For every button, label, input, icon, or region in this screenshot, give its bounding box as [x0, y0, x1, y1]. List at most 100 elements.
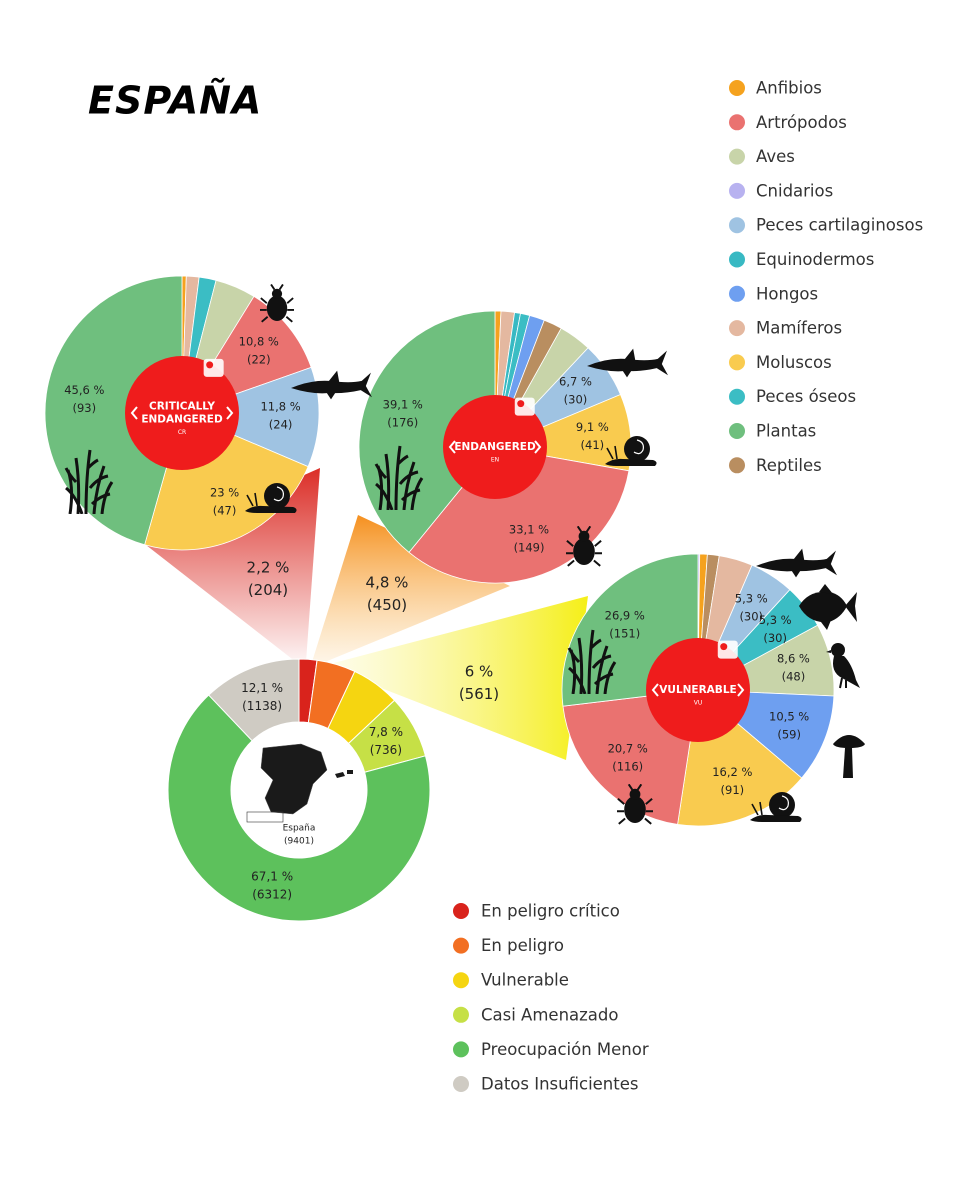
slice-percent: 23 %	[210, 485, 239, 499]
legend-label: Plantas	[756, 422, 816, 441]
legend-label: Artrópodos	[756, 113, 847, 132]
center-total: (9401)	[284, 837, 314, 847]
legend-label: Anfibios	[756, 79, 822, 98]
slice-count: (30)	[763, 631, 787, 645]
legend-label: En peligro	[481, 936, 564, 955]
badge-logo	[203, 358, 224, 377]
slice-count: (93)	[72, 401, 96, 415]
slice-count: (204)	[248, 581, 288, 599]
badge-code: CR	[178, 429, 186, 436]
spain-map	[260, 743, 328, 815]
slice-percent: 5,3 %	[759, 613, 792, 627]
slice-percent: 9,1 %	[576, 420, 609, 434]
slice-count: (91)	[721, 783, 745, 797]
slice-count: (149)	[514, 540, 545, 554]
pie-slice: Peces cartilaginosos	[180, 366, 320, 468]
legend-label: Moluscos	[756, 353, 832, 372]
legend-label: Cnidarios	[756, 181, 833, 200]
legend-dot	[453, 972, 469, 989]
badge-logo-dot	[517, 400, 525, 408]
badge-text: CRITICALLY	[149, 401, 215, 413]
slice-percent: 8,6 %	[777, 652, 810, 666]
slice-count: (24)	[269, 418, 293, 432]
legend-label: Mamíferos	[756, 319, 842, 338]
legend-label: Preocupación Menor	[481, 1040, 649, 1059]
beam-cr	[146, 468, 320, 662]
badge	[443, 395, 547, 499]
legend-label: Datos Insuficientes	[481, 1075, 638, 1094]
slice-percent: 16,2 %	[712, 765, 752, 779]
badge-logo-dot	[206, 361, 214, 369]
legend-dot	[729, 80, 745, 96]
badge-code: VU	[694, 700, 703, 707]
slice-percent: 2,2 %	[247, 558, 290, 576]
slice-percent: 39,1 %	[383, 398, 423, 412]
legend-dot	[729, 148, 745, 165]
canary-box	[246, 811, 284, 823]
badge-logo	[514, 397, 535, 416]
legend-dot	[453, 1076, 469, 1092]
center-label: España	[283, 824, 316, 834]
slice-percent: 10,8 %	[239, 335, 279, 349]
slice-percent: 26,9 %	[605, 609, 645, 623]
badge-code: EN	[491, 457, 499, 464]
beam-vu	[330, 596, 588, 760]
badge-chevron	[448, 440, 456, 454]
legend-dot	[729, 388, 745, 405]
legend-label: Casi Amenazado	[481, 1005, 618, 1024]
badge-logo	[717, 640, 738, 659]
legend-dot	[729, 320, 745, 337]
legend-dot	[729, 285, 745, 302]
slice-count: (30)	[564, 393, 588, 407]
badge-text: ENDANGERED	[141, 414, 223, 426]
slice-count: (561)	[459, 685, 499, 703]
beam-en	[312, 515, 510, 664]
slice-count: (151)	[609, 627, 640, 641]
slice-percent: 20,7 %	[608, 742, 648, 756]
legend-label: Vulnerable	[481, 971, 569, 990]
charts: 2,2 % (204) 4,8 % (450) 6 % (561) 7,8 % (736) 67…	[44, 275, 835, 1094]
badge	[646, 638, 750, 742]
slice-count: (59)	[777, 727, 801, 741]
slice-percent: 4,8 %	[366, 573, 409, 591]
slice-count: (176)	[387, 416, 418, 430]
legend-dot	[729, 251, 745, 268]
slice-percent: 7,8 %	[369, 725, 403, 739]
page-title: ESPAÑA	[88, 79, 262, 123]
shark-icon	[756, 548, 837, 578]
badge-chevron	[651, 683, 659, 697]
slice-count: (30)	[739, 609, 763, 623]
slice-count: (47)	[213, 503, 237, 517]
slice-percent: 6,7 %	[559, 375, 592, 389]
badge-chevron	[737, 683, 745, 697]
legend-dot	[729, 114, 745, 131]
pie-slice: Plantas	[358, 310, 496, 553]
slice-percent: 5,3 %	[735, 591, 768, 605]
legend-dot	[729, 217, 745, 234]
slice-percent: 12,1 %	[241, 681, 283, 695]
legend-dot	[729, 182, 745, 199]
mushroom-icon	[833, 735, 865, 778]
legend-label: Equinodermos	[756, 250, 874, 269]
legend-label: Aves	[756, 147, 795, 166]
legend-dot	[453, 1041, 469, 1058]
slice-percent: 45,6 %	[64, 383, 104, 397]
slice-count: (48)	[782, 670, 806, 684]
legend-dot	[453, 937, 469, 954]
slice-percent: 6 %	[465, 662, 494, 680]
slice-percent: 11,8 %	[260, 400, 300, 414]
legend-dot	[729, 423, 745, 439]
badge	[125, 356, 239, 470]
islands	[335, 770, 353, 778]
legend-label: En peligro crítico	[481, 902, 620, 921]
badge-text: ENDANGERED	[454, 441, 536, 453]
legend-dot	[729, 457, 745, 474]
slice-count: (450)	[367, 596, 407, 614]
slice-percent: 33,1 %	[509, 522, 549, 536]
slice-count: (22)	[247, 353, 271, 367]
slice-count: (41)	[581, 438, 605, 452]
badge-logo-dot	[720, 643, 728, 651]
slice-percent: 67,1 %	[251, 869, 293, 883]
